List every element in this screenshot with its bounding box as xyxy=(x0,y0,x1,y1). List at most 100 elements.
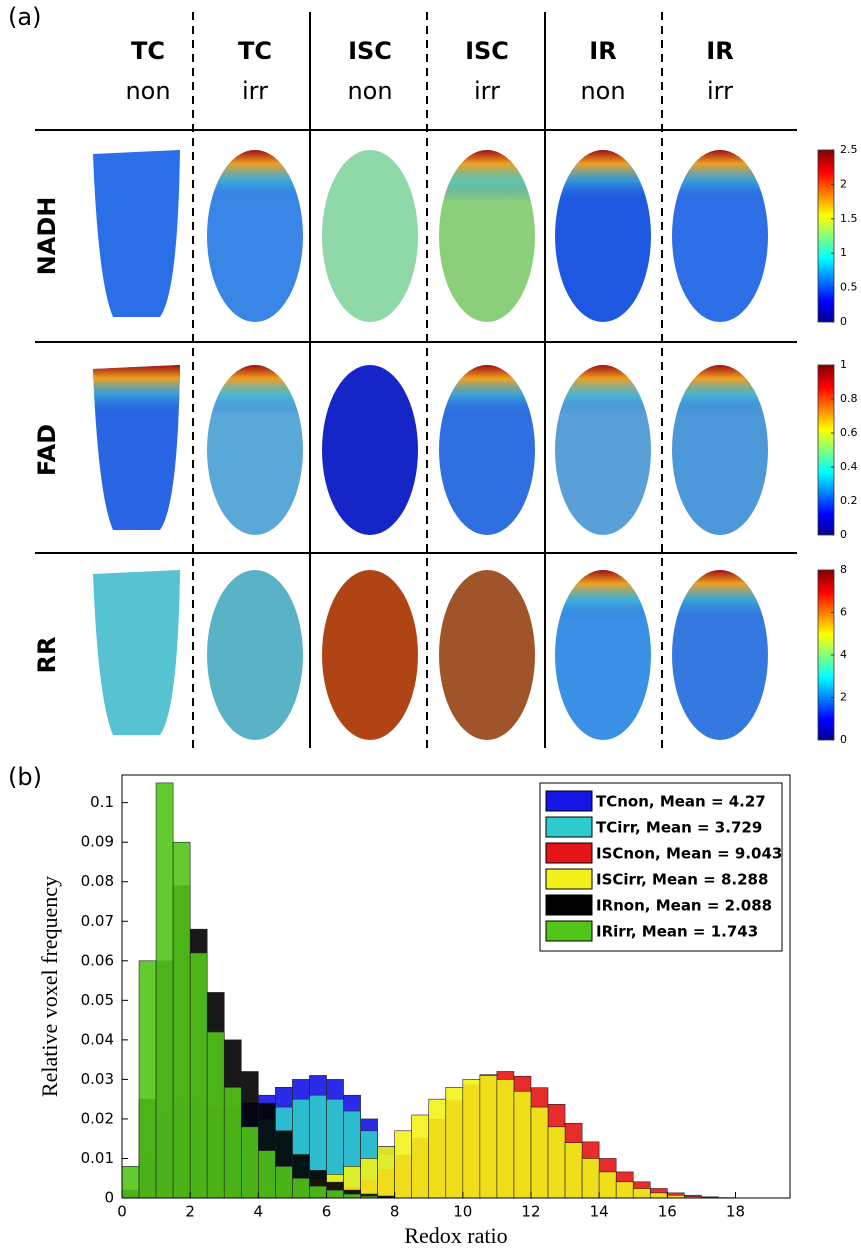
column-condition: non xyxy=(580,77,625,105)
histogram-bar xyxy=(598,1171,617,1199)
tissue-image xyxy=(322,150,418,322)
y-axis-label: Relative voxel frequency xyxy=(37,876,62,1097)
colorbar-tick-label: 0 xyxy=(840,733,847,746)
histogram-bar xyxy=(530,1106,549,1199)
tissue-image xyxy=(439,570,535,740)
colorbar-tick-label: 6 xyxy=(840,606,847,619)
histogram-bar xyxy=(377,1146,395,1199)
histogram-bar xyxy=(172,841,191,1199)
histogram-bar xyxy=(479,1075,498,1199)
tissue-image xyxy=(93,570,180,735)
y-tick-label: 0.08 xyxy=(81,872,114,890)
column-group: TC xyxy=(131,37,165,65)
histogram-bar xyxy=(275,1166,293,1199)
histogram-bar xyxy=(326,1189,344,1199)
colorbar-tick-label: 0.8 xyxy=(840,392,858,405)
histogram-bar xyxy=(292,1177,310,1199)
colorbar-tick-label: 2 xyxy=(840,177,847,190)
colorbar xyxy=(817,149,835,323)
x-tick-label: 14 xyxy=(590,1203,609,1221)
y-tick-label: 0.04 xyxy=(81,1030,114,1048)
panel-label: (b) xyxy=(8,763,42,791)
axes-box xyxy=(121,774,791,1199)
colorbar-tick-label: 0 xyxy=(840,528,847,541)
row-label: FAD xyxy=(33,424,61,476)
colorbar-tick-label: 8 xyxy=(840,563,847,576)
histogram-bar xyxy=(223,1087,242,1199)
column-group: ISC xyxy=(348,37,392,65)
histogram-bar xyxy=(138,960,157,1199)
colorbar xyxy=(817,364,835,536)
histogram-bar xyxy=(581,1158,600,1199)
histogram-bar xyxy=(428,1098,447,1199)
tissue-image xyxy=(439,365,535,535)
y-tick-label: 0.07 xyxy=(81,912,114,930)
tissue-image xyxy=(322,365,418,535)
x-tick-label: 0 xyxy=(117,1203,127,1221)
column-group: IR xyxy=(589,37,616,65)
histogram-bar xyxy=(632,1188,651,1199)
column-condition: irr xyxy=(242,77,268,105)
y-tick-label: 0.1 xyxy=(90,793,114,811)
tissue-image xyxy=(672,365,768,535)
histogram-bar xyxy=(649,1192,668,1199)
histogram-bar xyxy=(394,1130,412,1199)
x-tick-label: 2 xyxy=(185,1203,195,1221)
legend-swatch xyxy=(545,790,593,812)
legend-label: IRirr, Mean = 1.743 xyxy=(596,923,758,941)
x-tick-label: 4 xyxy=(254,1203,264,1221)
legend-swatch xyxy=(545,816,593,838)
tissue-image xyxy=(207,150,303,322)
histogram-bar xyxy=(240,1126,259,1199)
legend-swatch xyxy=(545,842,593,864)
y-tick-label: 0.06 xyxy=(81,951,114,969)
x-tick-label: 16 xyxy=(658,1203,677,1221)
histogram-bar xyxy=(615,1181,634,1199)
legend-swatch xyxy=(545,920,593,942)
colorbar-tick-label: 2.5 xyxy=(840,143,858,156)
x-tick-label: 12 xyxy=(521,1203,540,1221)
histogram-bar xyxy=(155,782,174,1199)
colorbar-tick-label: 1.5 xyxy=(840,212,858,225)
tissue-image xyxy=(93,365,180,530)
histogram-bar xyxy=(513,1090,532,1199)
y-tick-label: 0.09 xyxy=(81,833,114,851)
column-group: TC xyxy=(238,37,272,65)
tissue-image xyxy=(555,150,651,322)
colorbar-tick-label: 0 xyxy=(840,315,847,328)
column-condition: irr xyxy=(707,77,733,105)
legend-label: TCirr, Mean = 3.729 xyxy=(596,819,762,837)
tissue-image xyxy=(207,570,303,740)
column-condition: non xyxy=(125,77,170,105)
legend-swatch xyxy=(545,894,593,916)
histogram-bar xyxy=(445,1087,464,1199)
histogram-bar xyxy=(462,1079,481,1199)
y-tick-label: 0.05 xyxy=(81,991,114,1009)
column-condition: non xyxy=(347,77,392,105)
y-tick-label: 0.01 xyxy=(81,1149,114,1167)
y-tick-label: 0.03 xyxy=(81,1070,114,1088)
colorbar-tick-label: 1 xyxy=(840,246,847,259)
panel-label: (a) xyxy=(8,3,41,31)
histogram-bar xyxy=(411,1114,430,1199)
tissue-image xyxy=(672,570,768,740)
x-tick-label: 10 xyxy=(453,1203,472,1221)
x-tick-label: 6 xyxy=(322,1203,332,1221)
tissue-image xyxy=(439,150,535,322)
histogram-bar xyxy=(343,1193,361,1199)
histogram-bar xyxy=(258,1150,276,1199)
y-tick-label: 0 xyxy=(104,1189,114,1207)
column-group: ISC xyxy=(465,37,509,65)
histogram-bar xyxy=(496,1079,515,1199)
histogram-bar xyxy=(309,1185,327,1199)
x-tick-label: 8 xyxy=(390,1203,400,1221)
x-axis-label: Redox ratio xyxy=(404,1223,507,1248)
tissue-image xyxy=(555,570,651,740)
row-label: NADH xyxy=(33,197,61,276)
tissue-image xyxy=(93,150,180,317)
row-label: RR xyxy=(33,637,61,674)
histogram-bar xyxy=(547,1126,566,1199)
legend-swatch xyxy=(545,868,593,890)
colorbar-tick-label: 0.2 xyxy=(840,494,858,507)
